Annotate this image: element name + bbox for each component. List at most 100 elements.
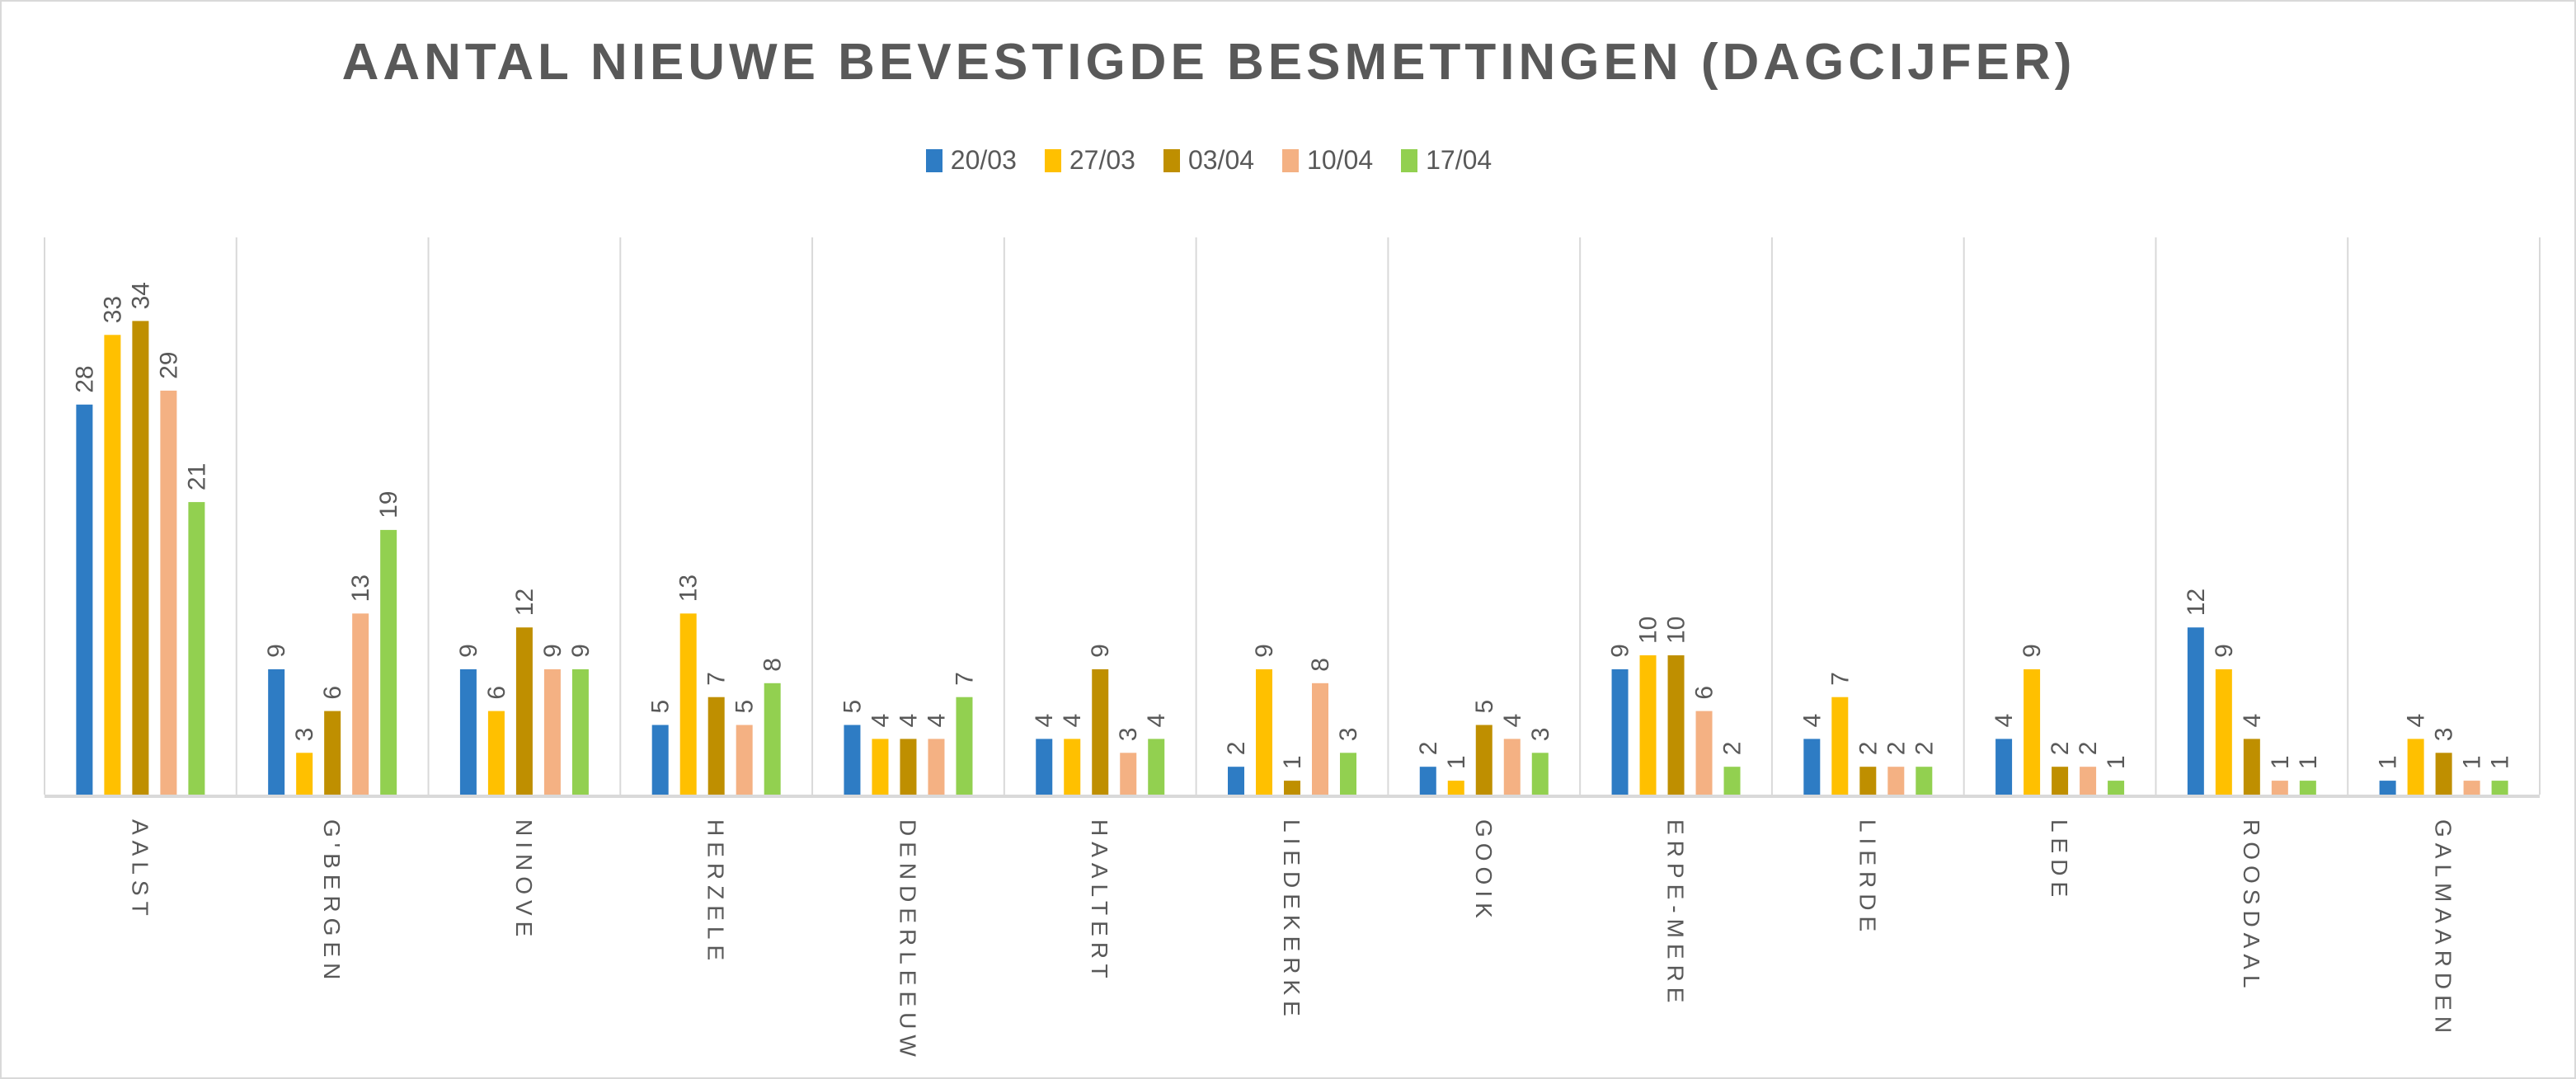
bar bbox=[651, 725, 669, 795]
bar bbox=[2379, 781, 2396, 795]
bar bbox=[736, 725, 753, 795]
bar bbox=[844, 725, 861, 795]
bar bbox=[1916, 767, 1933, 795]
bar bbox=[1419, 767, 1436, 795]
data-label: 9 bbox=[1607, 644, 1634, 658]
bar bbox=[352, 613, 369, 795]
data-label: 12 bbox=[511, 589, 538, 616]
data-label: 2 bbox=[1719, 742, 1746, 756]
category-label: GALMAARDEN bbox=[2431, 819, 2456, 1039]
data-label: 5 bbox=[731, 700, 759, 714]
data-label: 1 bbox=[1443, 755, 1470, 769]
data-label: 9 bbox=[2211, 644, 2238, 658]
bar bbox=[571, 669, 589, 795]
data-label: 2 bbox=[1415, 742, 1442, 756]
bar bbox=[1995, 739, 2013, 795]
legend-label: 27/03 bbox=[1069, 145, 1135, 175]
bar bbox=[515, 627, 533, 795]
data-label: 1 bbox=[2375, 755, 2402, 769]
bar bbox=[2299, 781, 2316, 795]
bar bbox=[2052, 767, 2069, 795]
data-label: 2 bbox=[1883, 742, 1910, 756]
legend-label: 10/04 bbox=[1307, 145, 1374, 175]
bar bbox=[1531, 753, 1549, 795]
bar bbox=[268, 669, 285, 795]
data-label: 9 bbox=[455, 644, 482, 658]
data-label: 13 bbox=[675, 575, 703, 602]
legend: 20/03 27/03 03/04 10/04 17/04 bbox=[0, 145, 2418, 176]
bar bbox=[1092, 669, 1109, 795]
category-label: LIEDEKERKE bbox=[1279, 819, 1304, 1022]
data-label: 12 bbox=[2183, 589, 2210, 616]
data-label: 33 bbox=[99, 296, 126, 323]
bar bbox=[132, 321, 149, 795]
data-label: 7 bbox=[703, 672, 731, 686]
data-label: 2 bbox=[1854, 742, 1882, 756]
category-label: DENDERLEEUW bbox=[895, 819, 920, 1063]
legend-swatch bbox=[1044, 148, 1061, 172]
data-label: 21 bbox=[183, 463, 210, 490]
data-label: 28 bbox=[71, 365, 98, 392]
bar bbox=[2271, 781, 2288, 795]
category-label: GOOIK bbox=[1471, 819, 1497, 924]
bar bbox=[76, 404, 93, 795]
bar bbox=[1284, 781, 1300, 795]
data-label: 7 bbox=[1826, 672, 1854, 686]
bar bbox=[2435, 753, 2452, 795]
bar bbox=[2491, 781, 2508, 795]
category-label: LIERDE bbox=[1854, 819, 1880, 937]
data-label: 3 bbox=[1335, 728, 1362, 742]
bar bbox=[2215, 669, 2232, 795]
data-label: 9 bbox=[1251, 644, 1278, 658]
data-label: 4 bbox=[1991, 714, 2018, 728]
bar bbox=[764, 683, 781, 795]
legend-swatch bbox=[925, 148, 942, 172]
data-label: 2 bbox=[1223, 742, 1250, 756]
category-label: NINOVE bbox=[511, 819, 537, 942]
category-label: ROOSDAAL bbox=[2239, 819, 2264, 994]
bar bbox=[2463, 781, 2480, 795]
data-label: 29 bbox=[155, 352, 182, 379]
data-label: 2 bbox=[2047, 742, 2074, 756]
data-label: 7 bbox=[951, 672, 978, 686]
data-label: 9 bbox=[263, 644, 290, 658]
data-label: 8 bbox=[759, 658, 787, 672]
data-label: 6 bbox=[319, 686, 346, 700]
category-label: HAALTERT bbox=[1087, 819, 1112, 984]
bar bbox=[928, 739, 945, 795]
bar bbox=[956, 697, 973, 795]
data-label: 10 bbox=[1663, 617, 1690, 644]
legend-swatch bbox=[1282, 148, 1300, 172]
data-label: 13 bbox=[347, 575, 374, 602]
data-label: 3 bbox=[2431, 728, 2458, 742]
category-label: HERZELE bbox=[703, 819, 729, 966]
data-label: 3 bbox=[291, 728, 318, 742]
data-label: 19 bbox=[375, 491, 402, 518]
category-label: ERPE-MERE bbox=[1663, 819, 1689, 1008]
bar bbox=[872, 739, 889, 795]
category-label: LEDE bbox=[2047, 819, 2072, 903]
legend-entry: 20/03 bbox=[925, 145, 1017, 176]
bar bbox=[1667, 655, 1685, 795]
legend-swatch bbox=[1401, 148, 1418, 172]
bar bbox=[1803, 739, 1821, 795]
category-label: G'BERGEN bbox=[319, 819, 345, 985]
category-label: AALST bbox=[127, 819, 153, 922]
bar bbox=[324, 711, 341, 795]
bar bbox=[1611, 669, 1629, 795]
bar bbox=[1475, 725, 1492, 795]
bar bbox=[459, 669, 477, 795]
data-label: 1 bbox=[2459, 755, 2486, 769]
data-label: 4 bbox=[895, 714, 922, 728]
data-label: 3 bbox=[1527, 728, 1554, 742]
bar bbox=[188, 502, 205, 795]
data-label: 4 bbox=[2239, 714, 2266, 728]
bar bbox=[1695, 711, 1713, 795]
data-label: 4 bbox=[1143, 714, 1170, 728]
data-label: 9 bbox=[539, 644, 566, 658]
legend-swatch bbox=[1163, 148, 1180, 172]
data-label: 2 bbox=[1911, 742, 1938, 756]
legend-entry: 10/04 bbox=[1282, 145, 1373, 176]
